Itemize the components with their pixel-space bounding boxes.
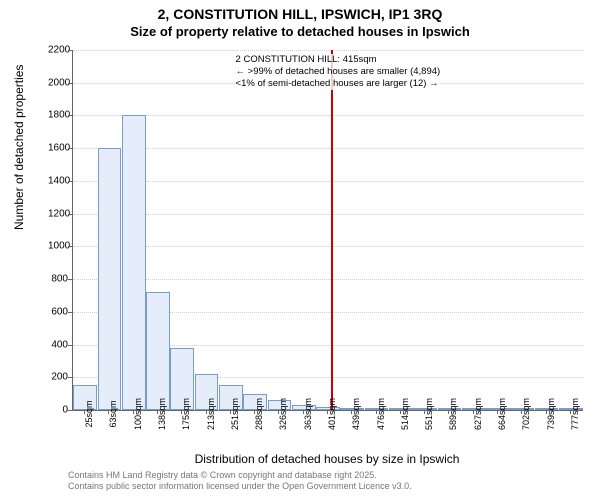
marker-annotation: 2 CONSTITUTION HILL: 415sqm← >99% of det… bbox=[236, 54, 441, 90]
grid-line bbox=[73, 148, 583, 149]
x-tick-mark bbox=[157, 410, 158, 414]
y-tick-label: 1200 bbox=[48, 208, 68, 219]
grid-line bbox=[73, 246, 583, 247]
x-tick-mark bbox=[473, 410, 474, 414]
y-tick-mark bbox=[68, 345, 72, 346]
x-axis-label: Distribution of detached houses by size … bbox=[72, 452, 582, 466]
x-tick-label: 213sqm bbox=[206, 398, 216, 430]
x-tick-label: 702sqm bbox=[521, 398, 531, 430]
x-tick-mark bbox=[351, 410, 352, 414]
x-tick-label: 739sqm bbox=[546, 398, 556, 430]
x-tick-mark bbox=[206, 410, 207, 414]
x-tick-label: 439sqm bbox=[351, 398, 361, 430]
y-tick-label: 1400 bbox=[48, 175, 68, 186]
y-tick-mark bbox=[68, 115, 72, 116]
histogram-bar bbox=[146, 292, 170, 410]
y-tick-mark bbox=[68, 246, 72, 247]
y-tick-mark bbox=[68, 377, 72, 378]
grid-line bbox=[73, 50, 583, 51]
x-tick-mark bbox=[133, 410, 134, 414]
x-tick-mark bbox=[497, 410, 498, 414]
x-tick-mark bbox=[448, 410, 449, 414]
y-tick-mark bbox=[68, 410, 72, 411]
histogram-bar bbox=[122, 115, 146, 410]
x-tick-mark bbox=[254, 410, 255, 414]
y-tick-mark bbox=[68, 148, 72, 149]
x-tick-label: 138sqm bbox=[157, 398, 167, 430]
annot-larger: <1% of semi-detached houses are larger (… bbox=[236, 78, 441, 90]
histogram-bar bbox=[98, 148, 122, 410]
y-tick-label: 200 bbox=[48, 372, 68, 383]
x-tick-mark bbox=[546, 410, 547, 414]
x-tick-label: 251sqm bbox=[230, 398, 240, 430]
y-tick-mark bbox=[68, 279, 72, 280]
x-tick-label: 288sqm bbox=[254, 398, 264, 430]
y-tick-mark bbox=[68, 50, 72, 51]
x-tick-label: 476sqm bbox=[376, 398, 386, 430]
grid-line bbox=[73, 279, 583, 280]
plot-area: 2 CONSTITUTION HILL: 415sqm← >99% of det… bbox=[72, 50, 583, 411]
grid-line bbox=[73, 214, 583, 215]
x-tick-label: 175sqm bbox=[181, 398, 191, 430]
y-tick-label: 1600 bbox=[48, 143, 68, 154]
y-tick-label: 1800 bbox=[48, 110, 68, 121]
x-tick-label: 363sqm bbox=[303, 398, 313, 430]
x-tick-mark bbox=[376, 410, 377, 414]
x-tick-label: 551sqm bbox=[424, 398, 434, 430]
x-tick-label: 627sqm bbox=[473, 398, 483, 430]
x-tick-mark bbox=[230, 410, 231, 414]
y-tick-label: 2000 bbox=[48, 77, 68, 88]
x-tick-label: 25sqm bbox=[84, 400, 94, 427]
x-tick-mark bbox=[278, 410, 279, 414]
y-axis-label: Number of detached properties bbox=[12, 65, 26, 230]
x-tick-mark bbox=[400, 410, 401, 414]
x-tick-mark bbox=[84, 410, 85, 414]
footer-line-2: Contains public sector information licen… bbox=[68, 481, 412, 492]
y-tick-mark bbox=[68, 83, 72, 84]
grid-line bbox=[73, 115, 583, 116]
x-tick-mark bbox=[570, 410, 571, 414]
y-tick-mark bbox=[68, 312, 72, 313]
footer-attribution: Contains HM Land Registry data © Crown c… bbox=[68, 470, 412, 492]
x-tick-label: 514sqm bbox=[400, 398, 410, 430]
footer-line-1: Contains HM Land Registry data © Crown c… bbox=[68, 470, 412, 481]
x-tick-label: 589sqm bbox=[448, 398, 458, 430]
x-tick-label: 401sqm bbox=[327, 398, 337, 430]
x-tick-mark bbox=[181, 410, 182, 414]
x-tick-mark bbox=[303, 410, 304, 414]
annot-title: 2 CONSTITUTION HILL: 415sqm bbox=[236, 54, 441, 66]
x-tick-mark bbox=[108, 410, 109, 414]
x-tick-label: 326sqm bbox=[278, 398, 288, 430]
y-tick-mark bbox=[68, 181, 72, 182]
y-tick-label: 600 bbox=[48, 306, 68, 317]
x-tick-label: 777sqm bbox=[570, 398, 580, 430]
x-tick-label: 100sqm bbox=[133, 398, 143, 430]
y-tick-label: 1000 bbox=[48, 241, 68, 252]
x-tick-label: 664sqm bbox=[497, 398, 507, 430]
x-tick-mark bbox=[327, 410, 328, 414]
x-tick-label: 63sqm bbox=[108, 400, 118, 427]
chart-subtitle: Size of property relative to detached ho… bbox=[0, 24, 600, 39]
marker-vline bbox=[331, 50, 333, 410]
y-tick-label: 2200 bbox=[48, 45, 68, 56]
y-tick-label: 400 bbox=[48, 339, 68, 350]
x-tick-mark bbox=[424, 410, 425, 414]
y-tick-label: 800 bbox=[48, 274, 68, 285]
y-tick-mark bbox=[68, 214, 72, 215]
grid-line bbox=[73, 181, 583, 182]
chart-title: 2, CONSTITUTION HILL, IPSWICH, IP1 3RQ bbox=[0, 6, 600, 22]
annot-smaller: ← >99% of detached houses are smaller (4… bbox=[236, 66, 441, 78]
x-tick-mark bbox=[521, 410, 522, 414]
y-tick-label: 0 bbox=[48, 405, 68, 416]
